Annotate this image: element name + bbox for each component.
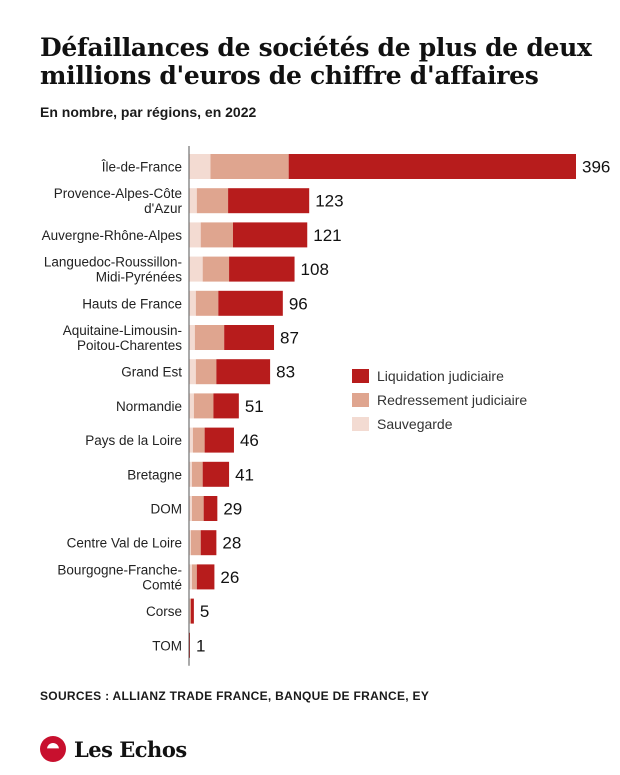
bar-segment-liquidation xyxy=(203,496,218,521)
bar-segment-liquidation xyxy=(216,359,271,385)
bar-value-label: 121 xyxy=(313,226,341,245)
brand-name: Les Echos xyxy=(74,736,187,762)
bar-segment-sauvegarde xyxy=(189,325,195,350)
category-labels-group: Île-de-France Provence-Alpes-Côte d'Azur Au… xyxy=(42,160,183,654)
category-label: Pays de la Loire xyxy=(85,433,182,448)
bar-segment-liquidation xyxy=(224,325,275,350)
bar-segment-sauvegarde xyxy=(189,222,201,248)
bar-segment-liquidation xyxy=(200,530,217,556)
category-label: Normandie xyxy=(116,399,182,414)
category-label: Languedoc-Roussillon-Midi-Pyrénées xyxy=(44,255,182,285)
chart-subtitle: En nombre, par régions, en 2022 xyxy=(40,104,257,120)
bar-segment-redressement xyxy=(195,290,219,316)
bar-segment-redressement xyxy=(202,256,230,282)
bar-segment-redressement xyxy=(194,325,225,350)
legend-swatch-sauvegarde xyxy=(352,417,369,431)
category-label: Grand Est xyxy=(121,365,182,380)
bar-segment-liquidation xyxy=(196,564,215,590)
category-label: Corse xyxy=(146,604,182,619)
bar-segment-redressement xyxy=(190,530,201,556)
category-label: DOM xyxy=(151,502,183,517)
bar-segment-liquidation xyxy=(213,393,239,419)
bar-value-label: 26 xyxy=(220,568,239,587)
les-echos-logo-icon xyxy=(40,736,66,762)
category-label: Provence-Alpes-Côte d'Azur xyxy=(54,186,183,216)
chart-title: Défaillances de sociétés de plus de deux… xyxy=(40,33,592,90)
bar-segment-redressement xyxy=(196,188,229,214)
category-label: Île-de-France xyxy=(101,160,182,175)
bar-segment-liquidation xyxy=(288,154,576,179)
bar-segment-redressement xyxy=(200,222,233,248)
category-label: Aquitaine-Limousin-Poitou-Charentes xyxy=(63,323,183,353)
category-label: Bourgogne-Franche-Comté xyxy=(57,562,182,592)
bar-value-label: 46 xyxy=(240,431,259,450)
bar-value-label: 29 xyxy=(223,500,242,519)
brand-logo[interactable]: Les Echos xyxy=(40,736,187,762)
bar-segment-redressement xyxy=(189,598,191,624)
bar-segment-sauvegarde xyxy=(189,256,203,282)
stacked-bar-chart: Île-de-France Provence-Alpes-Côte d'Azur Au… xyxy=(42,146,610,666)
bar-value-label: 96 xyxy=(289,294,308,313)
legend-swatch-redressement xyxy=(352,393,369,407)
category-label: Hauts de France xyxy=(82,296,182,311)
bar-segment-sauvegarde xyxy=(189,530,191,556)
bar-value-label: 1 xyxy=(196,636,205,655)
bar-segment-sauvegarde xyxy=(189,393,194,419)
bar-value-label: 87 xyxy=(280,329,299,348)
bar-segment-sauvegarde xyxy=(189,359,196,385)
legend-swatch-liquidation xyxy=(352,369,369,383)
bar-segment-sauvegarde xyxy=(189,188,197,214)
bar-value-label: 41 xyxy=(235,465,254,484)
bar-value-label: 5 xyxy=(200,602,209,621)
bar-segment-sauvegarde xyxy=(189,154,211,179)
bar-segment-sauvegarde xyxy=(189,496,192,521)
sources-note: SOURCES : ALLIANZ TRADE FRANCE, BANQUE D… xyxy=(40,689,430,703)
legend-label-liquidation: Liquidation judiciaire xyxy=(377,368,504,384)
bar-segment-sauvegarde xyxy=(189,461,192,487)
legend-item-redressement: Redressement judiciaire xyxy=(352,388,527,412)
bar-segment-sauvegarde xyxy=(189,427,193,453)
bar-segment-liquidation xyxy=(204,427,234,453)
bar-value-label: 28 xyxy=(222,534,241,553)
bar-segment-redressement xyxy=(195,359,217,385)
bar-value-label: 396 xyxy=(582,158,610,177)
bar-segment-redressement xyxy=(193,393,214,419)
bar-segment-liquidation xyxy=(232,222,308,248)
bars-group xyxy=(189,154,576,658)
bar-segment-redressement xyxy=(210,154,289,179)
bar-value-label: 123 xyxy=(315,192,343,211)
bar-value-label: 108 xyxy=(301,260,329,279)
bar-segment-liquidation xyxy=(190,598,194,624)
category-label: TOM xyxy=(152,638,182,653)
bar-segment-liquidation xyxy=(218,290,283,316)
chart-legend: Liquidation judiciaire Redressement judi… xyxy=(352,364,527,436)
bar-segment-redressement xyxy=(191,496,204,521)
legend-item-sauvegarde: Sauvegarde xyxy=(352,412,527,436)
legend-item-liquidation: Liquidation judiciaire xyxy=(352,364,527,388)
legend-label-sauvegarde: Sauvegarde xyxy=(377,416,453,432)
bar-segment-liquidation xyxy=(228,188,310,214)
category-label: Auvergne-Rhône-Alpes xyxy=(42,228,183,243)
category-label: Bretagne xyxy=(127,467,182,482)
bar-segment-redressement xyxy=(192,427,205,453)
bar-segment-liquidation xyxy=(229,256,295,282)
bar-segment-sauvegarde xyxy=(189,290,196,316)
category-label: Centre Val de Loire xyxy=(67,536,182,551)
bar-segment-liquidation xyxy=(202,461,230,487)
bar-segment-redressement xyxy=(191,461,203,487)
legend-label-redressement: Redressement judiciaire xyxy=(377,392,528,408)
bar-value-label: 51 xyxy=(245,397,264,416)
bar-value-label: 83 xyxy=(276,363,295,382)
bar-segment-redressement xyxy=(191,564,197,590)
bar-segment-sauvegarde xyxy=(189,564,192,590)
